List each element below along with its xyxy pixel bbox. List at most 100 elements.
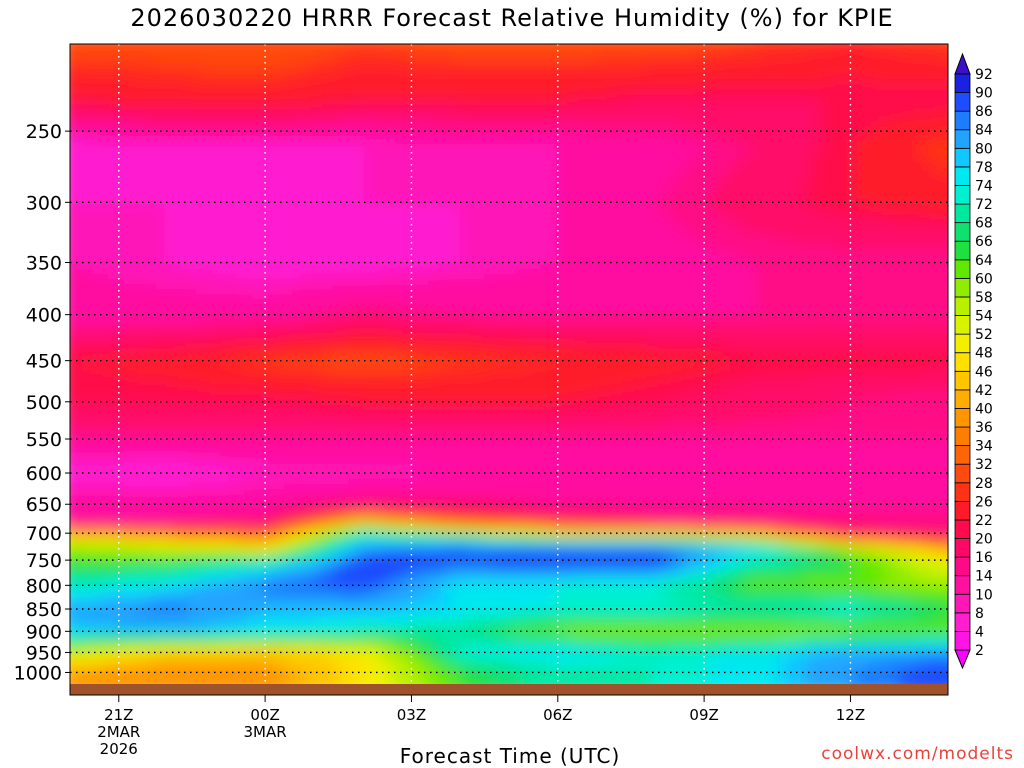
humidity-cell [924, 114, 933, 120]
humidity-cell [572, 239, 581, 245]
humidity-cell [348, 124, 357, 130]
humidity-cell [724, 204, 733, 210]
humidity-cell [380, 169, 389, 175]
humidity-cell [220, 44, 229, 50]
humidity-cell [716, 184, 725, 190]
humidity-cell [644, 144, 653, 150]
humidity-cell [340, 149, 349, 155]
humidity-cell [188, 144, 197, 150]
humidity-cell [692, 64, 701, 70]
humidity-cell [500, 104, 509, 110]
humidity-cell [212, 34, 221, 40]
humidity-cell [932, 164, 941, 170]
humidity-cell [364, 59, 373, 65]
humidity-cell [396, 74, 405, 80]
humidity-cell [460, 64, 469, 70]
humidity-cell [564, 49, 573, 55]
humidity-cell [244, 54, 253, 60]
humidity-cell [660, 119, 669, 125]
humidity-cell [660, 209, 669, 215]
humidity-cell [924, 229, 933, 235]
humidity-cell [876, 244, 885, 250]
humidity-cell [868, 219, 877, 225]
humidity-cell [812, 94, 821, 100]
humidity-cell [212, 124, 221, 130]
humidity-cell [524, 214, 533, 220]
humidity-cell [724, 164, 733, 170]
humidity-cell [156, 49, 165, 55]
humidity-cell [732, 49, 741, 55]
humidity-cell [132, 69, 141, 75]
humidity-cell [84, 59, 93, 65]
humidity-cell [508, 219, 517, 225]
humidity-cell [300, 174, 309, 180]
humidity-cell [868, 124, 877, 130]
humidity-cell [308, 239, 317, 245]
humidity-cell [484, 139, 493, 145]
humidity-cell [884, 139, 893, 145]
humidity-cell [836, 129, 845, 135]
humidity-cell [788, 224, 797, 230]
humidity-cell [116, 169, 125, 175]
humidity-cell [844, 119, 853, 125]
humidity-cell [828, 74, 837, 80]
humidity-cell [684, 214, 693, 220]
humidity-cell [716, 99, 725, 105]
humidity-cell [748, 79, 757, 85]
humidity-cell [420, 64, 429, 70]
humidity-cell [468, 34, 477, 40]
humidity-cell [676, 209, 685, 215]
humidity-cell [708, 234, 717, 240]
humidity-cell [132, 214, 141, 220]
humidity-cell [644, 79, 653, 85]
humidity-cell [300, 79, 309, 85]
humidity-cell [780, 159, 789, 165]
humidity-cell [468, 69, 477, 75]
humidity-cell [356, 64, 365, 70]
humidity-cell [932, 49, 941, 55]
humidity-cell [124, 214, 133, 220]
humidity-cell [108, 234, 117, 240]
humidity-cell [708, 224, 717, 230]
humidity-cell [372, 34, 381, 40]
humidity-cell [580, 149, 589, 155]
humidity-cell [516, 54, 525, 60]
humidity-cell [676, 64, 685, 70]
humidity-cell [540, 189, 549, 195]
humidity-cell [876, 34, 885, 40]
humidity-cell [108, 94, 117, 100]
humidity-cell [484, 214, 493, 220]
humidity-cell [780, 59, 789, 65]
humidity-cell [84, 139, 93, 145]
humidity-cell [916, 234, 925, 240]
humidity-cell [156, 149, 165, 155]
humidity-cell [68, 34, 77, 40]
humidity-cell [292, 184, 301, 190]
humidity-cell [124, 104, 133, 110]
humidity-cell [548, 199, 557, 205]
humidity-cell [412, 84, 421, 90]
humidity-cell [692, 179, 701, 185]
humidity-cell [388, 174, 397, 180]
humidity-cell [724, 229, 733, 235]
humidity-cell [316, 154, 325, 160]
humidity-cell [76, 189, 85, 195]
humidity-cell [916, 79, 925, 85]
humidity-cell [396, 44, 405, 50]
humidity-cell [284, 149, 293, 155]
humidity-cell [804, 184, 813, 190]
humidity-cell [60, 94, 69, 100]
humidity-cell [588, 234, 597, 240]
humidity-cell [70, 249, 77, 255]
humidity-cell [588, 44, 597, 50]
humidity-cell [196, 34, 205, 40]
humidity-cell [244, 84, 253, 90]
humidity-cell [228, 79, 237, 85]
humidity-cell [70, 254, 77, 260]
humidity-cell [700, 164, 709, 170]
humidity-cell [676, 114, 685, 120]
humidity-cell [764, 109, 773, 115]
humidity-cell [300, 54, 309, 60]
humidity-cell [116, 144, 125, 150]
humidity-cell [780, 224, 789, 230]
